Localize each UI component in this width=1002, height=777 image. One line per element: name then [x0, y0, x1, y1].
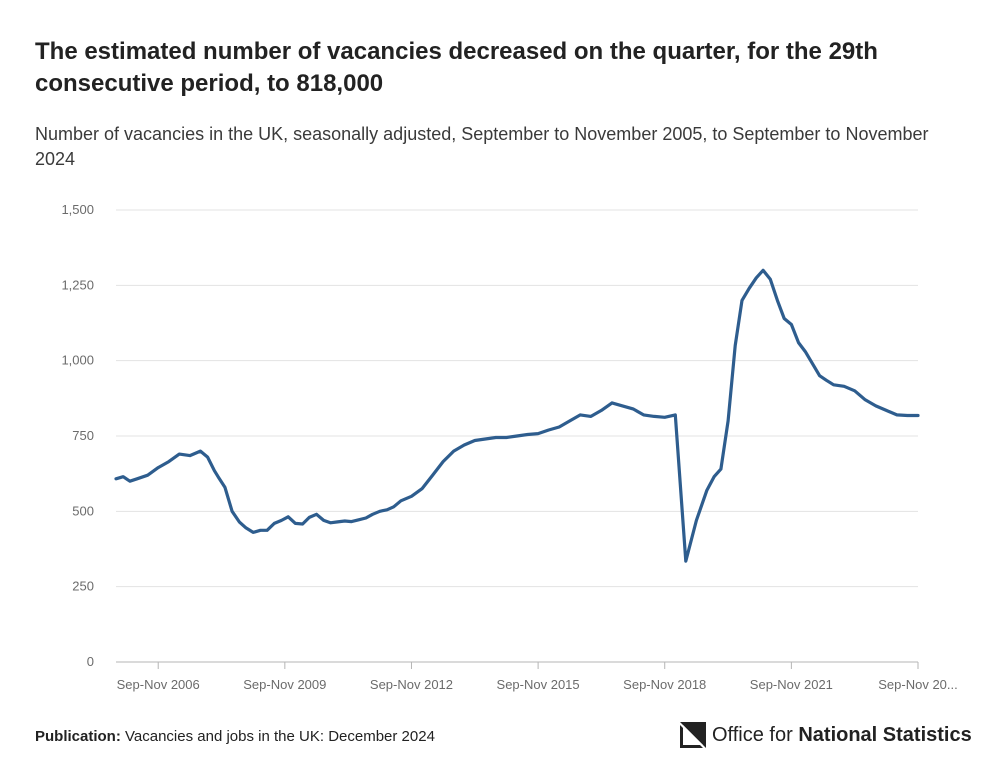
- x-tick-label: Sep-Nov 20...: [878, 677, 958, 692]
- x-tick-label: Sep-Nov 2009: [243, 677, 326, 692]
- grid-lines: [116, 209, 918, 663]
- y-tick-label: 250: [72, 579, 94, 594]
- y-axis-tick-labels: 0 250 500 750 1,000 1,250 1,500: [61, 202, 94, 669]
- y-tick-label: 750: [72, 428, 94, 443]
- x-tick-label: Sep-Nov 2021: [750, 677, 833, 692]
- y-tick-label: 1,500: [61, 202, 94, 217]
- ons-logo-bold: National Statistics: [798, 723, 972, 746]
- x-axis-tick-labels: Sep-Nov 2006 Sep-Nov 2009 Sep-Nov 2012 Sep-…: [117, 662, 958, 692]
- publication-text: Vacancies and jobs in the UK: December 2…: [125, 728, 435, 745]
- ons-logo-icon: [680, 722, 706, 748]
- x-tick-label: Sep-Nov 2015: [497, 677, 580, 692]
- publication-note: Publication: Vacancies and jobs in the U…: [35, 728, 435, 745]
- y-tick-label: 0: [87, 654, 94, 669]
- x-tick-label: Sep-Nov 2006: [117, 677, 200, 692]
- x-tick-label: Sep-Nov 2018: [623, 677, 706, 692]
- ons-logo: Office for National Statistics: [680, 722, 972, 748]
- y-tick-label: 1,250: [61, 277, 94, 292]
- ons-logo-text: Office for National Statistics: [712, 724, 972, 747]
- x-tick-label: Sep-Nov 2012: [370, 677, 453, 692]
- chart-subtitle: Number of vacancies in the UK, seasonall…: [35, 124, 929, 169]
- vacancies-series-line: [114, 268, 920, 563]
- chart-title: The estimated number of vacancies decrea…: [35, 38, 878, 97]
- ons-logo-prefix: Office for: [712, 723, 793, 746]
- y-tick-label: 500: [72, 503, 94, 518]
- y-tick-label: 1,000: [61, 353, 94, 368]
- publication-label: Publication:: [35, 728, 121, 745]
